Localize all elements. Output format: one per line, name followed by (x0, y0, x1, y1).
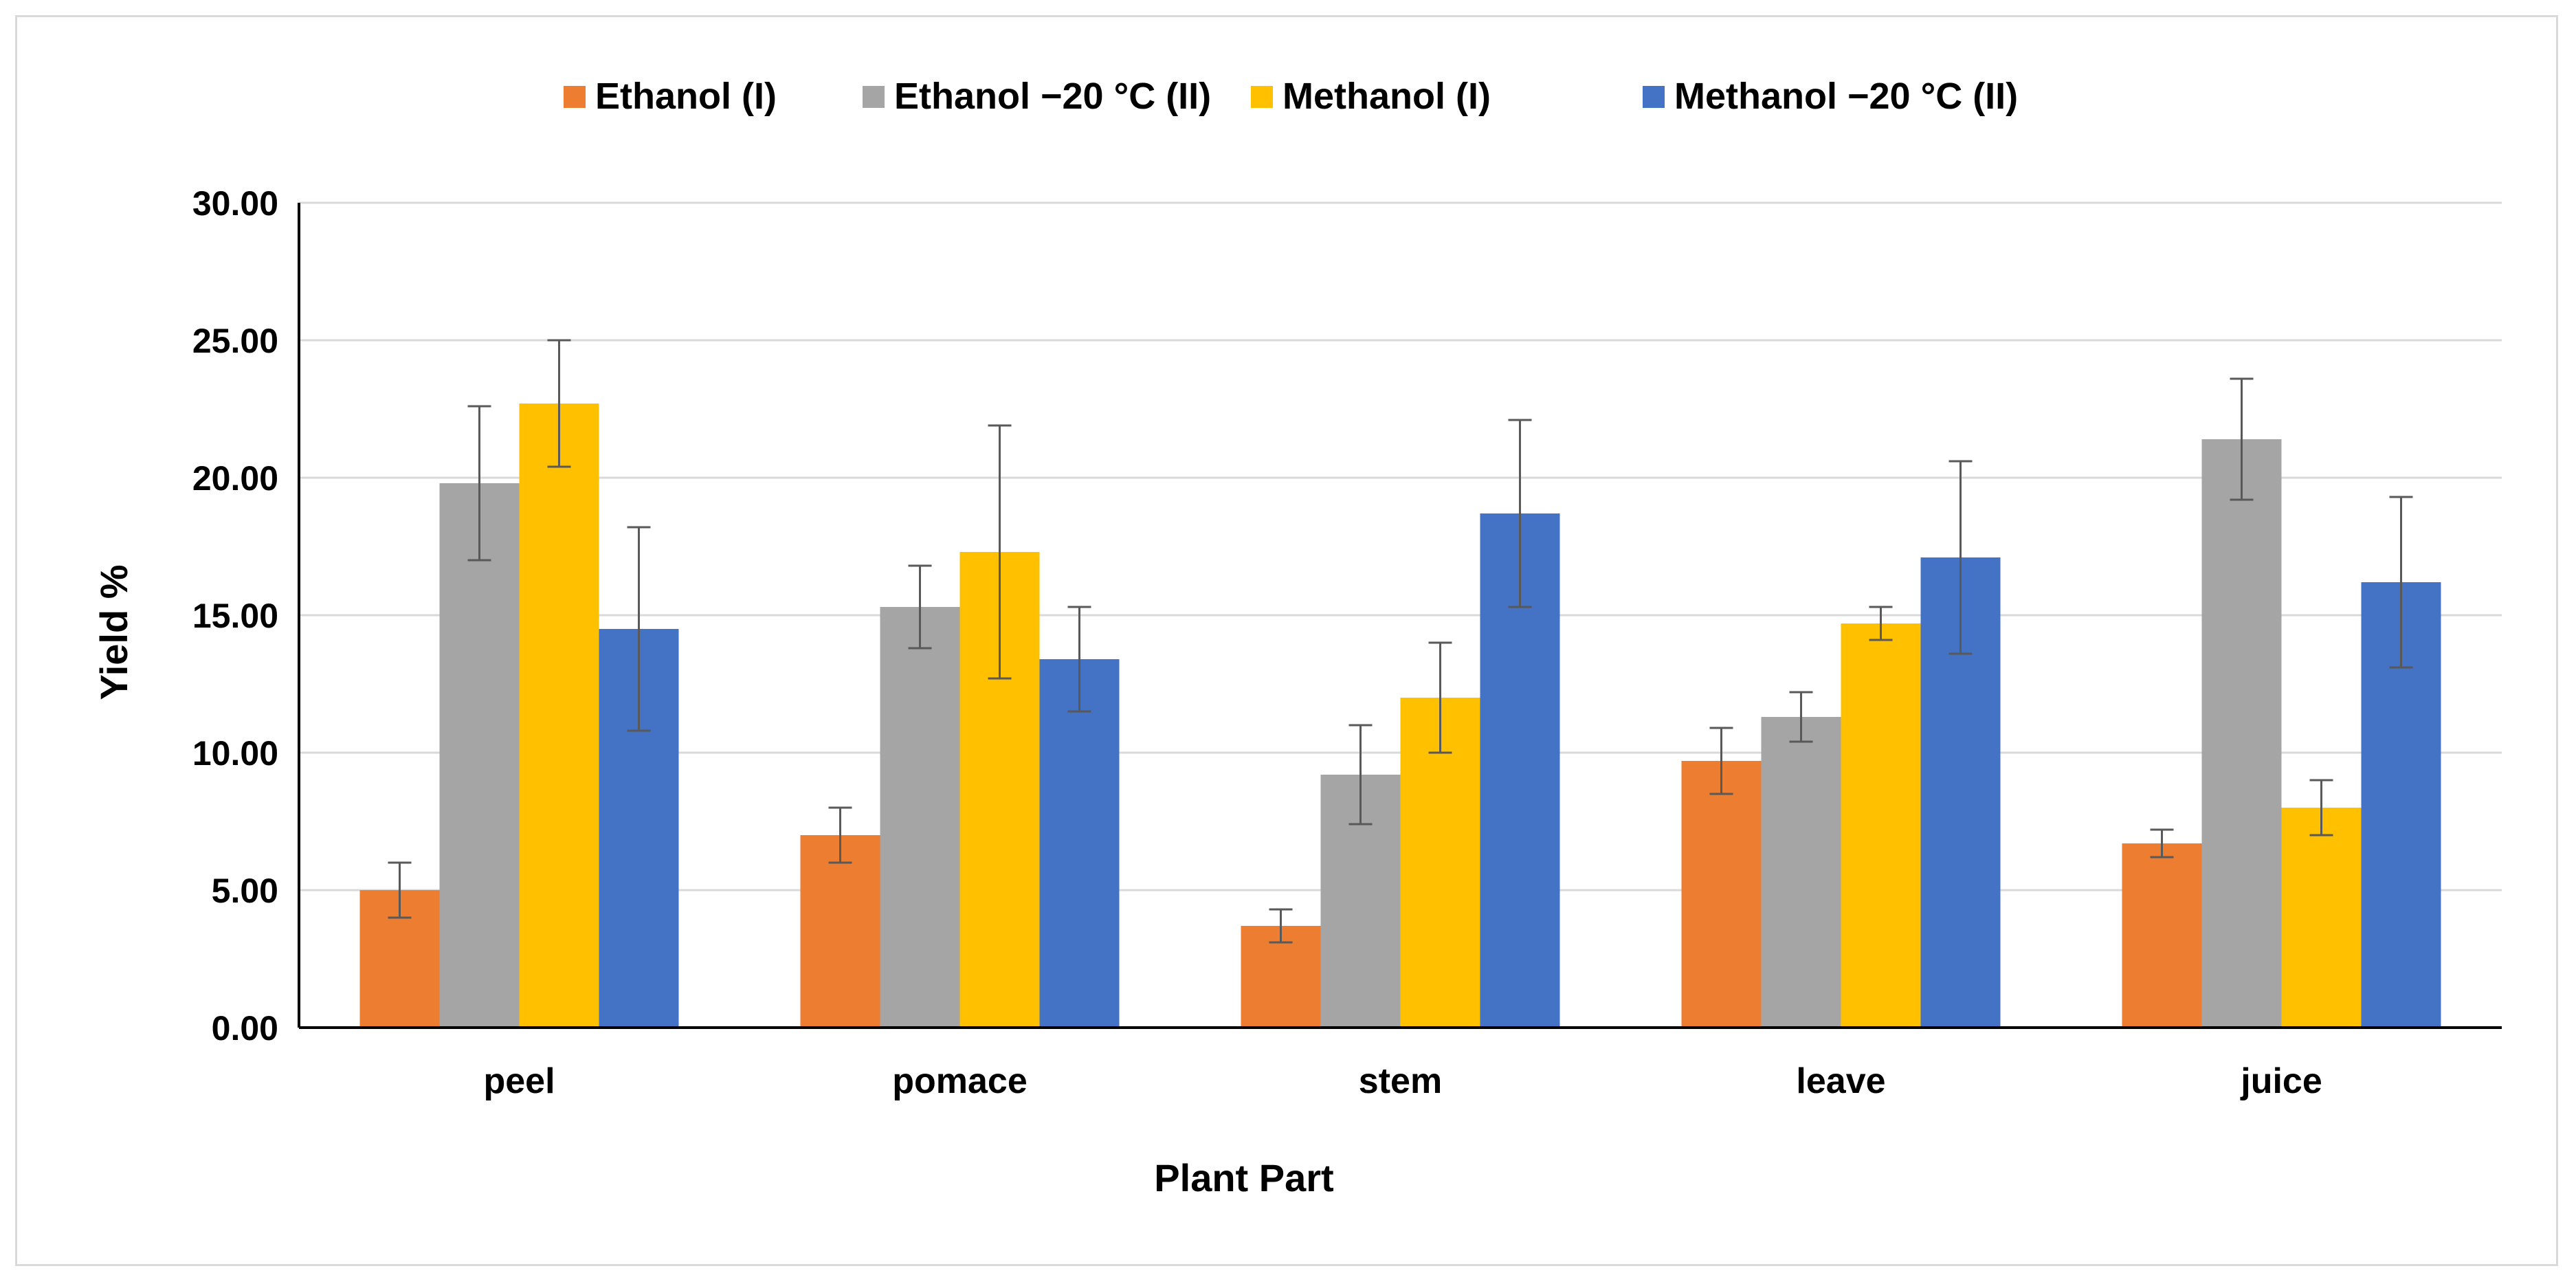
legend-swatch-3 (1251, 86, 1273, 108)
x-tick-label-pomace: pomace (892, 1061, 1028, 1101)
y-tick-label: 10.00 (192, 734, 278, 773)
chart-frame (15, 15, 2558, 1266)
error-bars (388, 339, 2413, 944)
y-tick-label: 15.00 (192, 597, 278, 635)
x-tick-label-peel: peel (483, 1061, 555, 1101)
x-tick-label-stem: stem (1359, 1061, 1442, 1101)
bar-juice-series-3 (2281, 808, 2362, 1028)
legend: Ethanol (I) Ethanol −20 °C (II) Methanol (… (564, 76, 2018, 117)
legend-label-4: Methanol −20 °C (II) (1674, 76, 2018, 117)
x-tick-label-leave: leave (1796, 1061, 1885, 1101)
bar-juice-series-2 (2201, 439, 2282, 1028)
x-axis-title: Plant Part (1154, 1156, 1333, 1199)
legend-label-3: Methanol (I) (1283, 76, 1491, 117)
y-tick-label: 0.00 (212, 1009, 278, 1048)
bar-pomace-series-4 (1039, 659, 1120, 1028)
legend-swatch-2 (863, 86, 885, 108)
y-tick-label: 30.00 (192, 184, 278, 223)
bar-leave-series-3 (1841, 623, 1921, 1028)
y-tick-label: 5.00 (212, 872, 278, 910)
bars (359, 403, 2441, 1028)
axes (298, 203, 2502, 1029)
bar-peel-series-3 (519, 403, 599, 1028)
legend-label-1: Ethanol (I) (595, 76, 777, 117)
bar-juice-series-1 (2122, 843, 2202, 1028)
bar-pomace-series-1 (800, 835, 880, 1028)
bar-leave-series-1 (1681, 761, 1762, 1028)
legend-label-2: Ethanol −20 °C (II) (894, 76, 1211, 117)
y-axis-title: Yield % (92, 564, 135, 700)
x-tick-labels: peel pomace stem leave juice (483, 1061, 2322, 1101)
bar-leave-series-2 (1761, 717, 1841, 1028)
bar-peel-series-2 (439, 483, 520, 1028)
x-tick-label-juice: juice (2240, 1061, 2322, 1101)
legend-swatch-1 (564, 86, 586, 108)
y-tick-label: 25.00 (192, 322, 278, 360)
y-tick-labels: 0.00 5.00 10.00 15.00 20.00 25.00 30.00 (192, 184, 278, 1048)
y-tick-label: 20.00 (192, 459, 278, 498)
legend-swatch-4 (1643, 86, 1665, 108)
bar-pomace-series-2 (880, 607, 960, 1028)
